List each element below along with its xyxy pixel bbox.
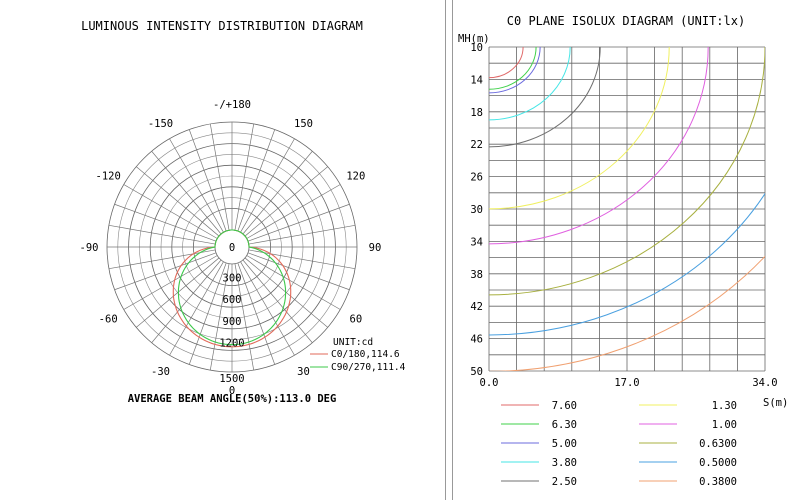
isolux-legend-label: 0.6300	[699, 438, 737, 450]
polar-spoke	[136, 257, 220, 328]
polar-radial-tick: 1200	[219, 337, 244, 349]
polar-spoke	[242, 151, 313, 235]
c90-curve	[177, 229, 287, 346]
isolux-legend-label: 5.00	[552, 438, 577, 450]
polar-spoke	[169, 138, 224, 233]
polar-spoke	[108, 224, 216, 245]
polar-angle-label: 120	[346, 171, 365, 183]
legend-c90-label: C90/270,111.4	[331, 362, 406, 373]
isolux-legend-label: 0.3800	[699, 476, 737, 488]
isolux-y-tick: 22	[470, 139, 483, 151]
isolux-contour	[489, 255, 765, 371]
polar-spoke	[234, 263, 255, 371]
legend-c0-label: C0/180,114.6	[331, 349, 400, 360]
polar-spoke	[151, 259, 222, 343]
isolux-x-tick: 17.0	[614, 377, 639, 389]
polar-spoke	[240, 261, 295, 356]
polar-angle-label: -60	[99, 314, 118, 326]
polar-spoke	[248, 224, 356, 245]
isolux-legend-label: 7.60	[552, 400, 577, 412]
isolux-x-tick: 34.0	[752, 377, 777, 389]
isolux-ylabel: MH(m)	[458, 33, 490, 45]
polar-spoke	[246, 184, 341, 239]
isolux-contour	[489, 47, 765, 296]
polar-spoke	[123, 255, 218, 310]
isolux-legend-label: 1.30	[712, 400, 737, 412]
polar-spoke	[188, 262, 227, 365]
polar-spoke	[242, 259, 313, 343]
polar-angle-label: 0	[229, 385, 235, 397]
isolux-legend-label: 1.00	[712, 419, 737, 431]
polar-spoke	[234, 123, 255, 231]
polar-spoke	[123, 184, 218, 239]
isolux-y-tick: 14	[470, 74, 483, 86]
isolux-y-tick: 30	[470, 204, 483, 216]
polar-spoke	[247, 203, 350, 242]
isolux-contour	[489, 192, 765, 336]
polar-unit: UNIT:cd	[333, 337, 373, 348]
isolux-y-tick: 50	[470, 366, 483, 378]
polar-spoke	[244, 166, 328, 237]
polar-spoke	[209, 263, 230, 371]
polar-radial-tick: 300	[223, 273, 242, 285]
isolux-y-tick: 18	[470, 107, 483, 119]
polar-title: LUMINOUS INTENSITY DISTRIBUTION DIAGRAM	[81, 19, 363, 33]
isolux-diagram: C0 PLANE ISOLUX DIAGRAM (UNIT:lx) MH(m) …	[458, 14, 788, 488]
polar-spoke	[246, 255, 341, 310]
isolux-y-tick: 46	[470, 334, 483, 346]
isolux-legend-label: 0.5000	[699, 457, 737, 469]
isolux-title: C0 PLANE ISOLUX DIAGRAM (UNIT:lx)	[507, 14, 745, 28]
beam-angle-text: AVERAGE BEAM ANGLE(50%):113.0 DEG	[128, 393, 337, 405]
isolux-y-tick: 42	[470, 301, 483, 313]
isolux-legend-label: 3.80	[552, 457, 577, 469]
isolux-legend-label: 6.30	[552, 419, 577, 431]
polar-angle-label: -150	[148, 118, 173, 130]
polar-panel: LUMINOUS INTENSITY DISTRIBUTION DIAGRAM …	[80, 0, 446, 500]
polar-angle-label: -/+180	[213, 99, 251, 111]
isolux-contour	[489, 47, 601, 148]
polar-spoke	[237, 129, 276, 232]
polar-angle-label: 60	[350, 314, 363, 326]
polar-spoke	[237, 262, 276, 365]
polar-spoke	[240, 138, 295, 233]
polar-radial-tick: 600	[223, 294, 242, 306]
polar-angle-label: 150	[294, 118, 313, 130]
polar-angle-label: 30	[297, 366, 310, 378]
polar-spoke	[247, 252, 350, 291]
isolux-contour	[489, 47, 709, 245]
polar-spoke	[114, 252, 217, 291]
isolux-y-tick: 34	[470, 236, 483, 248]
polar-spoke	[248, 249, 356, 270]
polar-spoke	[209, 123, 230, 231]
isolux-xlabel: S(m)	[763, 397, 788, 409]
polar-angle-label: -120	[96, 171, 121, 183]
polar-radial-tick: 0	[229, 242, 235, 254]
isolux-y-tick: 10	[470, 42, 483, 54]
polar-spoke	[136, 166, 220, 237]
isolux-contour	[489, 47, 670, 210]
isolux-y-tick: 26	[470, 172, 483, 184]
polar-radial-tick: 900	[223, 316, 242, 328]
isolux-contour	[489, 47, 537, 90]
polar-angle-label: -30	[151, 366, 170, 378]
isolux-contour	[489, 47, 571, 121]
isolux-legend-label: 2.50	[552, 476, 577, 488]
polar-spoke	[151, 151, 222, 235]
polar-spoke	[244, 257, 328, 328]
polar-diagram: LUMINOUS INTENSITY DISTRIBUTION DIAGRAM …	[80, 19, 406, 405]
isolux-y-tick: 38	[470, 269, 483, 281]
polar-spoke	[114, 203, 217, 242]
isolux-contour	[489, 47, 541, 94]
polar-angle-label: 90	[369, 242, 382, 254]
isolux-contour	[489, 47, 524, 79]
isolux-panel: C0 PLANE ISOLUX DIAGRAM (UNIT:lx) MH(m) …	[452, 0, 800, 500]
isolux-x-tick: 0.0	[480, 377, 499, 389]
polar-spoke	[188, 129, 227, 232]
polar-angle-label: -90	[80, 242, 99, 254]
polar-spoke	[108, 249, 216, 270]
polar-spoke	[169, 261, 224, 356]
polar-radial-tick: 1500	[219, 373, 244, 385]
